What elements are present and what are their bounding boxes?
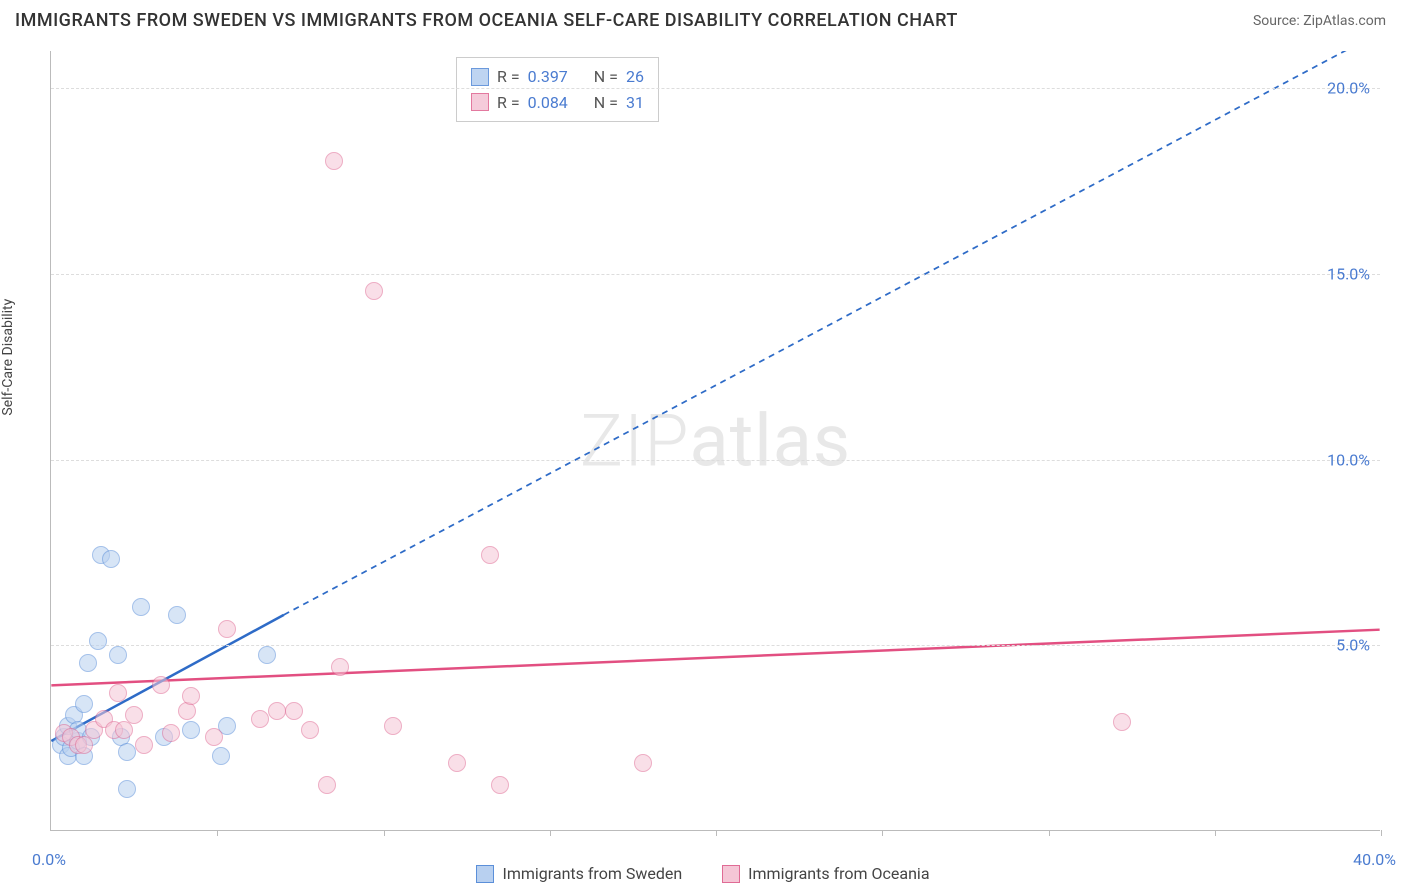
bottom-legend: Immigrants from Sweden Immigrants from Oc… <box>0 864 1406 883</box>
scatter-point <box>182 721 200 739</box>
r-label: R = <box>497 64 520 90</box>
regression-lines <box>51 51 1380 830</box>
scatter-point <box>132 598 150 616</box>
chart-container: Self-Care Disability ZIPatlas R = 0.397 N … <box>0 41 1406 891</box>
x-tick <box>1215 830 1216 836</box>
x-tick <box>882 830 883 836</box>
scatter-point <box>365 282 383 300</box>
x-tick <box>1381 830 1382 836</box>
watermark: ZIPatlas <box>580 398 851 483</box>
scatter-point <box>218 620 236 638</box>
gridline-h <box>51 88 1380 89</box>
scatter-point <box>75 695 93 713</box>
scatter-point <box>182 687 200 705</box>
scatter-point <box>301 721 319 739</box>
scatter-point <box>251 710 269 728</box>
legend-label: Immigrants from Sweden <box>502 864 682 883</box>
scatter-point <box>258 646 276 664</box>
scatter-point <box>162 724 180 742</box>
scatter-point <box>109 684 127 702</box>
y-tick-label: 15.0% <box>1327 264 1370 283</box>
scatter-point <box>109 646 127 664</box>
r-value: 0.397 <box>528 64 568 90</box>
scatter-point <box>152 676 170 694</box>
gridline-h <box>51 645 1380 646</box>
legend-swatch <box>476 865 494 883</box>
scatter-point <box>135 736 153 754</box>
scatter-point <box>331 658 349 676</box>
y-tick-label: 5.0% <box>1336 636 1370 655</box>
stats-legend-row: R = 0.084 N = 31 <box>471 90 644 116</box>
r-value: 0.084 <box>528 90 568 116</box>
plot-area: ZIPatlas R = 0.397 N = 26 R = 0.084 N = 31 5.0%… <box>50 51 1380 831</box>
scatter-point <box>89 632 107 650</box>
scatter-point <box>448 754 466 772</box>
scatter-point <box>481 546 499 564</box>
scatter-point <box>205 728 223 746</box>
scatter-point <box>118 743 136 761</box>
scatter-point <box>634 754 652 772</box>
x-tick <box>217 830 218 836</box>
y-tick-label: 10.0% <box>1327 450 1370 469</box>
scatter-point <box>325 152 343 170</box>
chart-title: IMMIGRANTS FROM SWEDEN VS IMMIGRANTS FRO… <box>15 10 958 31</box>
legend-swatch <box>471 93 489 111</box>
scatter-point <box>168 606 186 624</box>
gridline-h <box>51 274 1380 275</box>
scatter-point <box>285 702 303 720</box>
n-label: N = <box>594 90 618 116</box>
scatter-point <box>118 780 136 798</box>
scatter-point <box>102 550 120 568</box>
stats-legend-row: R = 0.397 N = 26 <box>471 64 644 90</box>
legend-label: Immigrants from Oceania <box>748 864 929 883</box>
source-label: Source: ZipAtlas.com <box>1253 13 1386 29</box>
bottom-legend-item: Immigrants from Oceania <box>722 864 929 883</box>
legend-swatch <box>471 68 489 86</box>
n-value: 31 <box>626 90 644 116</box>
r-label: R = <box>497 90 520 116</box>
stats-legend: R = 0.397 N = 26 R = 0.084 N = 31 <box>456 57 659 122</box>
scatter-point <box>384 717 402 735</box>
y-axis-label: Self-Care Disability <box>0 299 16 416</box>
n-value: 26 <box>626 64 644 90</box>
n-label: N = <box>594 64 618 90</box>
scatter-point <box>1113 713 1131 731</box>
scatter-point <box>491 776 509 794</box>
scatter-point <box>125 706 143 724</box>
legend-swatch <box>722 865 740 883</box>
bottom-legend-item: Immigrants from Sweden <box>476 864 682 883</box>
x-tick <box>550 830 551 836</box>
scatter-point <box>212 747 230 765</box>
y-tick-label: 20.0% <box>1327 79 1370 98</box>
x-tick <box>716 830 717 836</box>
x-tick <box>1049 830 1050 836</box>
scatter-point <box>268 702 286 720</box>
gridline-h <box>51 460 1380 461</box>
scatter-point <box>79 654 97 672</box>
x-tick <box>384 830 385 836</box>
scatter-point <box>318 776 336 794</box>
